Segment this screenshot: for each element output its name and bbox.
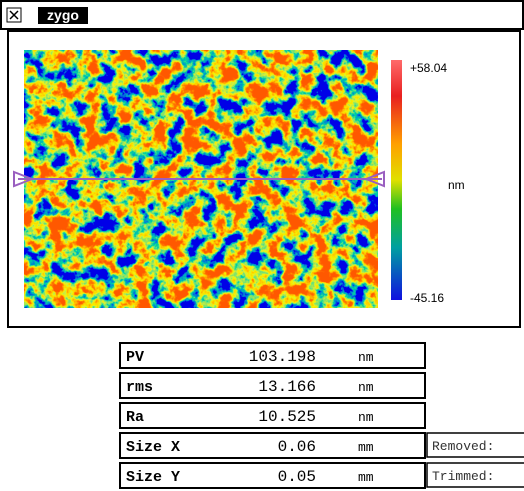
side-label: Trimmed: xyxy=(432,469,494,484)
row-value: 13.166 xyxy=(258,378,316,396)
row-label: Size Y xyxy=(126,469,180,486)
side-label: Removed: xyxy=(432,439,494,454)
screen: zygo +58.04 nm -45.16 PV 103.198 nm rms 13.1… xyxy=(0,0,524,491)
row-unit: nm xyxy=(358,410,374,425)
results-table: PV 103.198 nm rms 13.166 nm Ra 10.525 nm Size X 0.… xyxy=(120,343,524,488)
row-unit: mm xyxy=(358,440,374,455)
row-value: 0.05 xyxy=(278,468,316,486)
max-label: +58.04 xyxy=(410,61,447,75)
row-value: 10.525 xyxy=(258,408,316,426)
min-label: -45.16 xyxy=(410,291,444,305)
color-bar xyxy=(391,60,402,300)
row-unit: nm xyxy=(358,380,374,395)
row-unit: mm xyxy=(358,470,374,485)
row-label: rms xyxy=(126,379,153,396)
page: zygo +58.04 nm -45.16 PV 103.198 nm rms 13.1… xyxy=(0,0,524,491)
row-unit: nm xyxy=(358,350,374,365)
row-label: PV xyxy=(126,349,144,366)
row-label: Size X xyxy=(126,439,180,456)
unit-label: nm xyxy=(448,178,465,192)
row-label: Ra xyxy=(126,409,144,426)
row-value: 103.198 xyxy=(249,348,316,366)
row-value: 0.06 xyxy=(278,438,316,456)
window-title: zygo xyxy=(47,7,79,23)
